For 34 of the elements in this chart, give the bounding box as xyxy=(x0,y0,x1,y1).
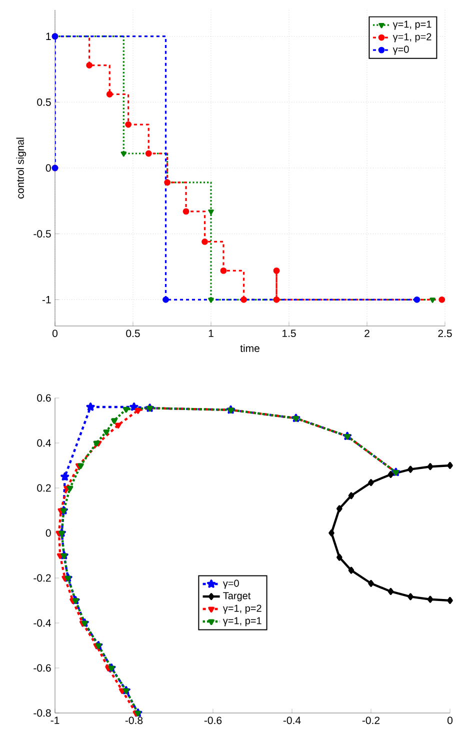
y-tick-label: 0.2 xyxy=(37,484,51,492)
x-tick-label: 0 xyxy=(447,716,452,724)
legend-label: Target xyxy=(223,592,251,602)
y-tick-label: -0.5 xyxy=(34,230,51,238)
y-tick-label: -0.6 xyxy=(34,664,51,672)
legend-label: γ=1, p=2 xyxy=(222,604,262,614)
y-tick-label: 0 xyxy=(46,529,51,537)
x-axis-title: time xyxy=(240,344,260,352)
x-tick-label: -0.6 xyxy=(204,716,222,724)
legend-label: γ=1, p=2 xyxy=(392,33,432,42)
legend-label: γ=0 xyxy=(222,580,239,589)
x-tick-label: -0.2 xyxy=(362,716,380,724)
x-tick-label: 2.5 xyxy=(438,330,452,338)
y-tick-label: -0.2 xyxy=(34,574,51,582)
x-tick-label: 1.5 xyxy=(282,330,296,338)
y-tick-label: 0.6 xyxy=(37,394,51,402)
y-tick-label: 0.4 xyxy=(37,439,51,447)
x-tick-label: 0 xyxy=(52,330,58,338)
legend-label: γ=1, p=1 xyxy=(392,20,432,30)
x-tick-label: 2 xyxy=(364,330,370,338)
y-tick-label: -0.8 xyxy=(34,709,51,717)
legend-label: γ=1, p=1 xyxy=(222,617,262,626)
y-tick-label: 0.5 xyxy=(37,98,51,106)
x-tick-label: -1 xyxy=(50,716,60,724)
y-tick-label: -0.4 xyxy=(34,619,51,627)
y-tick-label: 1 xyxy=(46,32,51,40)
x-tick-label: 1 xyxy=(208,330,214,337)
legend-label: γ=0 xyxy=(392,46,409,55)
y-axis-title: control signal xyxy=(16,138,26,198)
y-tick-label: -1 xyxy=(42,296,51,304)
x-tick-label: -0.4 xyxy=(283,716,301,724)
x-tick-label: 0.5 xyxy=(126,330,140,338)
y-tick-label: 0 xyxy=(46,164,51,172)
x-tick-label: -0.8 xyxy=(125,716,143,724)
